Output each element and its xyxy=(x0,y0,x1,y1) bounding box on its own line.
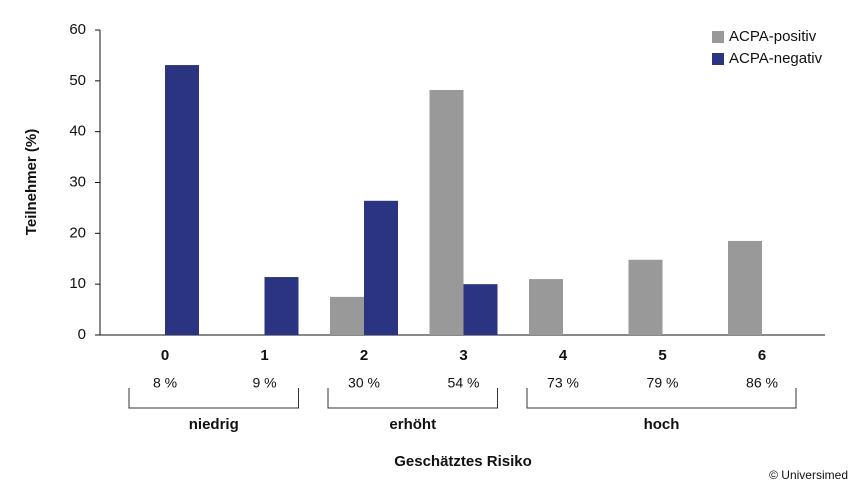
bar xyxy=(165,65,199,335)
y-tick-label: 30 xyxy=(69,173,86,190)
x-tick-label: 5 xyxy=(658,347,666,364)
group-bracket xyxy=(526,388,797,409)
bar xyxy=(728,240,762,335)
y-tick-label: 50 xyxy=(69,72,86,89)
group-label: niedrig xyxy=(189,416,239,433)
legend-swatch xyxy=(712,31,724,43)
bar xyxy=(628,259,663,335)
group-label: hoch xyxy=(644,416,680,433)
y-tick-label: 40 xyxy=(69,123,86,140)
bar xyxy=(529,279,563,335)
risk-label: 86 % xyxy=(746,375,778,391)
x-axis-title: Geschätztes Risiko xyxy=(394,453,532,470)
copyright: © Universimed xyxy=(769,468,848,482)
group-bracket xyxy=(128,388,299,409)
bar xyxy=(364,200,398,335)
y-tick-label: 20 xyxy=(69,224,86,241)
y-axis-title: Teilnehmer (%) xyxy=(23,129,40,235)
risk-label: 9 % xyxy=(252,375,276,391)
x-tick-label: 4 xyxy=(559,347,568,364)
legend-label: ACPA-negativ xyxy=(729,50,823,67)
legend-swatch xyxy=(712,53,724,65)
risk-label: 30 % xyxy=(348,375,380,391)
risk-label: 8 % xyxy=(153,375,177,391)
x-tick-label: 0 xyxy=(161,347,169,364)
y-tick-label: 60 xyxy=(69,21,86,38)
y-tick-label: 10 xyxy=(69,275,86,292)
bar xyxy=(463,284,498,335)
y-tick-label: 0 xyxy=(78,326,86,343)
x-tick-label: 6 xyxy=(758,347,766,364)
bar xyxy=(429,89,464,335)
x-tick-label: 2 xyxy=(360,347,368,364)
group-bracket xyxy=(327,388,498,409)
x-tick-label: 1 xyxy=(260,347,268,364)
bar xyxy=(264,277,299,335)
risk-label: 54 % xyxy=(448,375,480,391)
risk-label: 73 % xyxy=(547,375,579,391)
legend-label: ACPA-positiv xyxy=(729,28,817,45)
group-label: erhöht xyxy=(389,416,436,433)
x-tick-label: 3 xyxy=(459,347,467,364)
risk-label: 79 % xyxy=(647,375,679,391)
bar xyxy=(330,296,364,335)
